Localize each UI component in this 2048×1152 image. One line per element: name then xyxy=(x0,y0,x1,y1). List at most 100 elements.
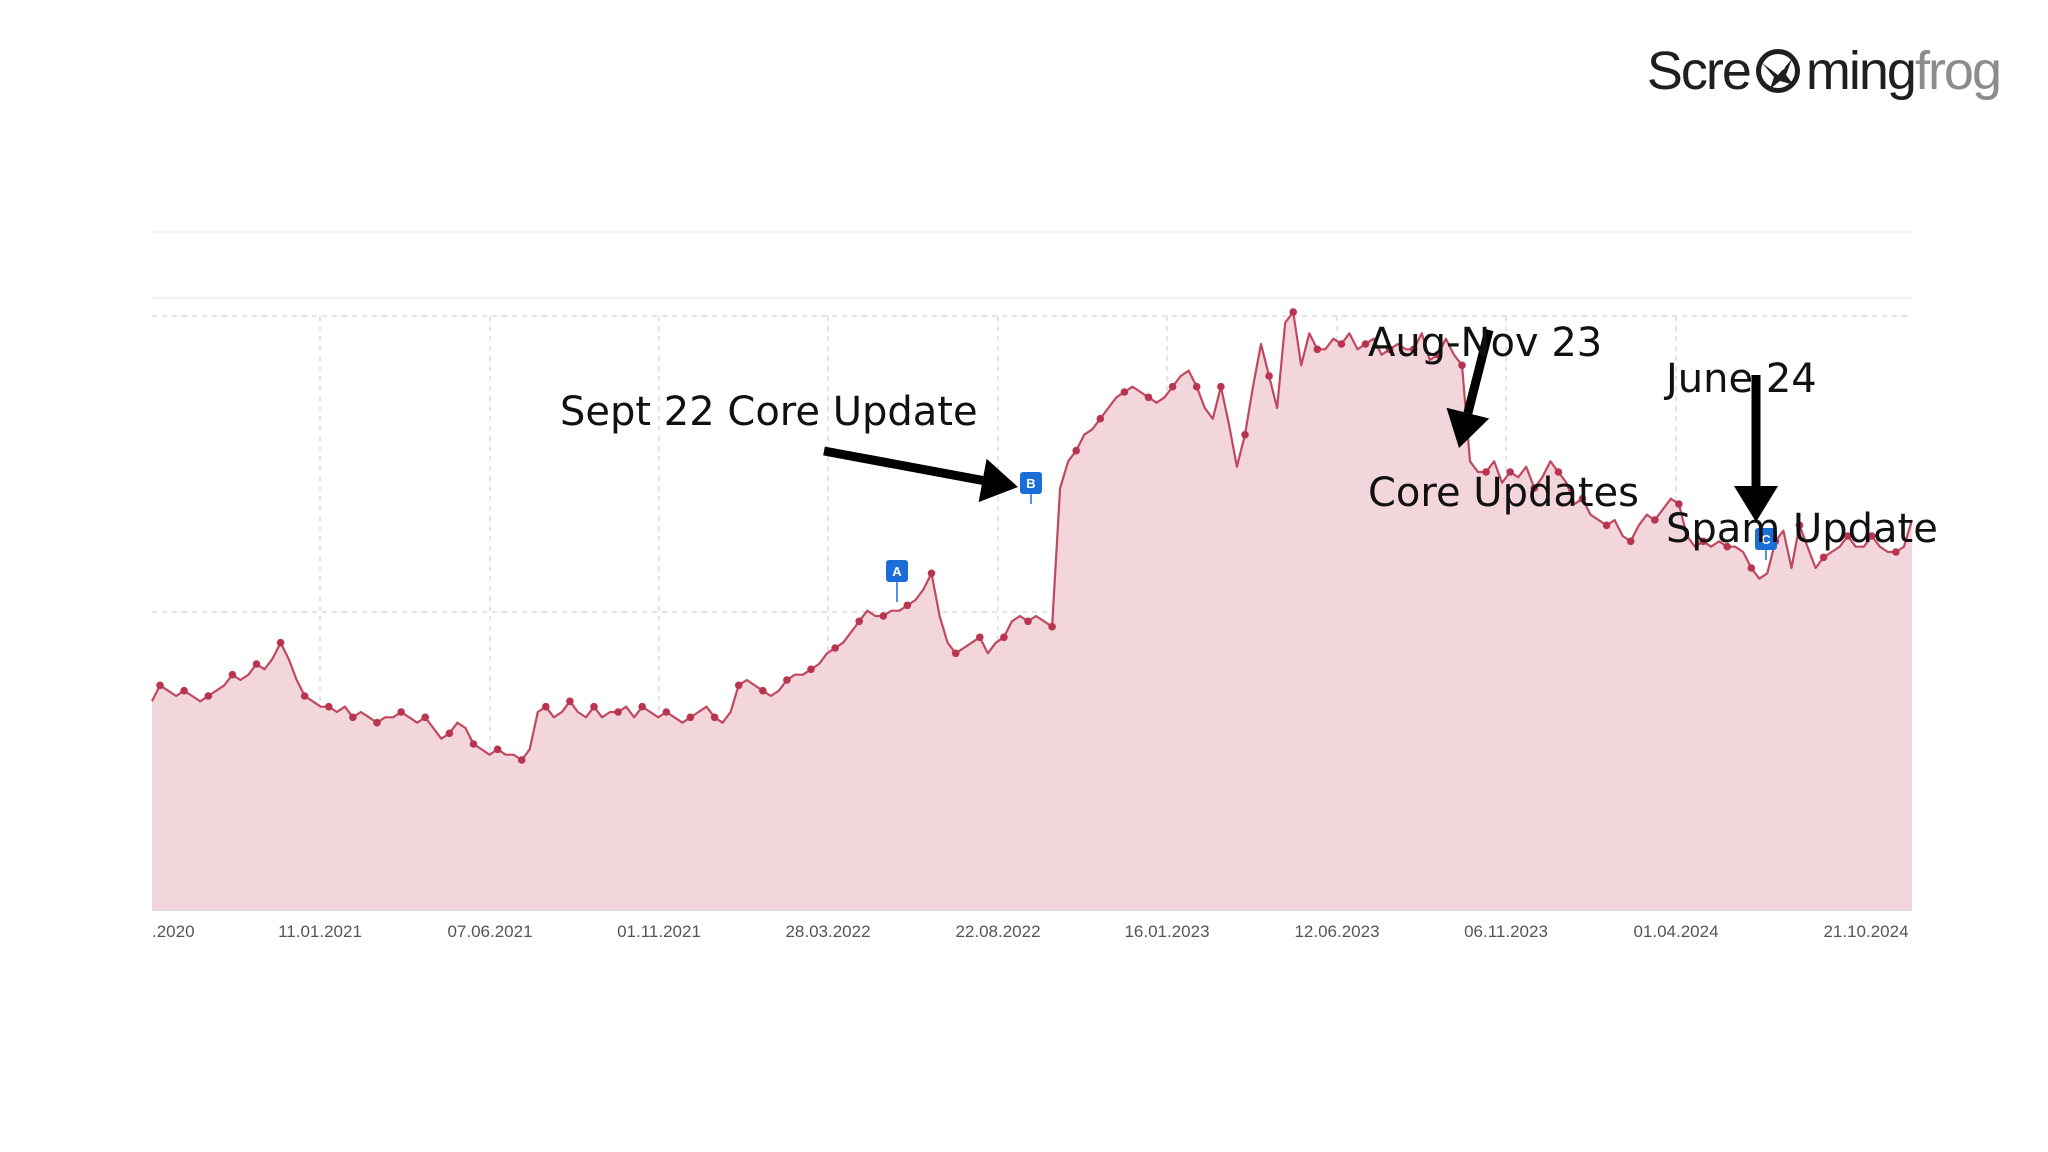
series-area-fill xyxy=(152,312,1912,910)
data-point[interactable] xyxy=(1868,532,1876,540)
data-point[interactable] xyxy=(1096,414,1105,423)
data-point[interactable] xyxy=(710,713,719,722)
data-point[interactable] xyxy=(517,756,526,764)
data-point[interactable] xyxy=(1265,372,1273,380)
data-point[interactable] xyxy=(566,697,574,706)
data-point[interactable] xyxy=(1361,340,1370,348)
data-point[interactable] xyxy=(783,676,791,684)
data-point[interactable] xyxy=(1289,308,1297,316)
data-point[interactable] xyxy=(252,660,261,668)
data-point[interactable] xyxy=(1675,500,1683,508)
data-point[interactable] xyxy=(1241,430,1249,439)
data-point[interactable] xyxy=(493,745,502,754)
data-point[interactable] xyxy=(759,686,767,695)
data-point[interactable] xyxy=(1578,494,1587,503)
data-point[interactable] xyxy=(204,692,213,700)
data-point[interactable] xyxy=(445,729,454,738)
data-point[interactable] xyxy=(1843,532,1852,540)
data-point[interactable] xyxy=(421,713,430,722)
data-point[interactable] xyxy=(1337,340,1346,348)
data-point[interactable] xyxy=(734,681,743,690)
data-point[interactable] xyxy=(1795,521,1804,530)
data-point[interactable] xyxy=(1385,345,1394,354)
data-point[interactable] xyxy=(1000,633,1008,642)
event-marker-c[interactable]: C xyxy=(1755,528,1777,560)
data-point[interactable] xyxy=(1409,345,1418,354)
data-point[interactable] xyxy=(1120,388,1129,396)
data-point[interactable] xyxy=(976,633,984,642)
annotation-june24-line1: June 24 xyxy=(1666,356,1817,402)
x-tick-label: .2020 xyxy=(152,922,195,941)
data-point[interactable] xyxy=(1747,564,1756,572)
annotation-sept22: Sept 22 Core Update xyxy=(560,389,978,435)
annotation-augnov23: Aug-Nov 23 Core Updates xyxy=(1368,218,1639,568)
data-point[interactable] xyxy=(469,740,478,748)
annotation-augnov23-line1: Aug-Nov 23 xyxy=(1368,320,1603,366)
arrow-augnov23-head xyxy=(1446,407,1490,448)
data-point[interactable] xyxy=(1072,446,1080,455)
data-point[interactable] xyxy=(903,601,912,610)
data-point[interactable] xyxy=(686,713,695,722)
data-point[interactable] xyxy=(951,649,960,658)
data-point[interactable] xyxy=(1506,468,1514,476)
data-point[interactable] xyxy=(180,686,188,695)
data-point[interactable] xyxy=(1217,382,1225,391)
data-point[interactable] xyxy=(542,702,550,711)
data-point[interactable] xyxy=(1651,516,1659,524)
data-point[interactable] xyxy=(927,569,936,578)
x-tick-label: 16.01.2023 xyxy=(1124,922,1209,941)
x-tick-label: 21.10.2024 xyxy=(1823,922,1908,941)
data-point[interactable] xyxy=(855,617,863,626)
data-point[interactable] xyxy=(1626,537,1635,546)
arrow-june24-head xyxy=(1734,486,1778,522)
data-point[interactable] xyxy=(1024,617,1032,626)
data-point[interactable] xyxy=(397,708,405,716)
data-point[interactable] xyxy=(879,612,888,620)
brand-logo: Scre ming frog xyxy=(1647,36,2002,106)
series-line xyxy=(151,310,1914,762)
data-point[interactable] xyxy=(1554,468,1563,476)
arrow-augnov23-shaft xyxy=(1463,328,1494,415)
data-point[interactable] xyxy=(1699,537,1707,546)
data-point[interactable] xyxy=(807,665,815,674)
data-point[interactable] xyxy=(1892,548,1900,556)
data-point[interactable] xyxy=(276,638,285,647)
annotation-june24-line2: Spam Update xyxy=(1666,506,1938,552)
event-markers: A B C xyxy=(886,472,1777,602)
data-point[interactable] xyxy=(1192,382,1201,391)
data-point[interactable] xyxy=(1530,484,1539,492)
x-tick-label: 07.06.2021 xyxy=(447,922,532,941)
data-point[interactable] xyxy=(228,670,237,679)
data-point[interactable] xyxy=(373,718,381,727)
x-tick-label: 01.11.2021 xyxy=(617,922,701,941)
data-point[interactable] xyxy=(1458,361,1466,370)
data-point[interactable] xyxy=(1434,350,1442,359)
data-point[interactable] xyxy=(1723,542,1731,551)
event-marker-b[interactable]: B xyxy=(1020,472,1042,504)
data-point[interactable] xyxy=(614,708,622,716)
annotation-augnov23-line2: Core Updates xyxy=(1368,470,1639,516)
arrow-sept22-head xyxy=(978,458,1018,503)
data-point[interactable] xyxy=(831,644,839,652)
x-tick-label: 28.03.2022 xyxy=(785,922,870,941)
x-axis-ticks: .2020 11.01.2021 07.06.2021 01.11.2021 28.03… xyxy=(152,922,1909,941)
data-point[interactable] xyxy=(590,702,598,711)
data-point[interactable] xyxy=(156,681,164,690)
data-point[interactable] xyxy=(638,702,646,711)
data-point[interactable] xyxy=(1819,553,1828,562)
series-points xyxy=(156,308,1900,764)
data-point[interactable] xyxy=(1482,468,1490,476)
data-point[interactable] xyxy=(1602,521,1611,530)
brand-text-frog: frog xyxy=(1914,41,2002,101)
data-point[interactable] xyxy=(1313,345,1322,354)
data-point[interactable] xyxy=(1144,393,1153,402)
data-point[interactable] xyxy=(325,702,333,711)
data-point[interactable] xyxy=(300,692,309,700)
data-point[interactable] xyxy=(662,708,671,716)
event-marker-a[interactable]: A xyxy=(886,560,908,602)
event-marker-label: B xyxy=(1026,476,1035,491)
data-point[interactable] xyxy=(349,713,357,722)
data-point[interactable] xyxy=(1168,382,1177,391)
data-point[interactable] xyxy=(1048,622,1056,631)
